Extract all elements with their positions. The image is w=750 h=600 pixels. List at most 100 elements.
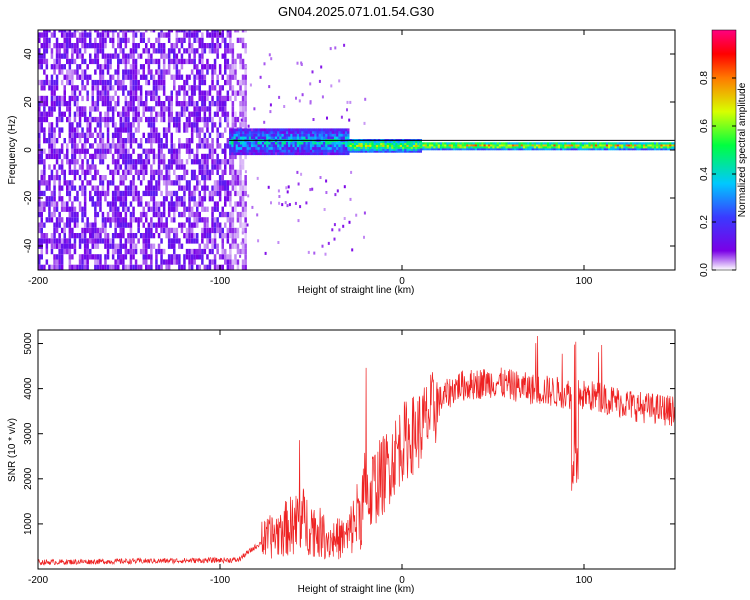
heatmap-cell (185, 79, 189, 86)
heatmap-cell (241, 58, 245, 65)
heatmap-cell (145, 201, 148, 207)
heatmap-cell (327, 241, 330, 245)
heatmap-cell (101, 217, 105, 223)
heatmap-cell (275, 152, 278, 156)
heatmap-cell (106, 64, 110, 70)
heatmap-cell (178, 69, 181, 75)
heatmap-cell (167, 58, 171, 65)
heatmap-cell (342, 149, 346, 153)
heatmap-cell (299, 144, 302, 148)
heatmap-cell (487, 148, 491, 151)
heatmap-cell (86, 169, 89, 175)
heatmap-cell (132, 180, 135, 186)
heatmap-cell (109, 148, 112, 154)
heatmap-cell (106, 95, 110, 102)
heatmap-cell (190, 43, 194, 49)
heatmap-cell (216, 43, 219, 49)
heatmap-cell (540, 144, 543, 147)
heatmap-cell (264, 136, 267, 140)
heatmap-cell (208, 90, 212, 96)
heatmap-cell (417, 146, 420, 149)
heatmap-cell (323, 141, 326, 145)
heatmap-cell (139, 53, 143, 59)
heatmap-cell (198, 196, 201, 202)
heatmap-cell (178, 37, 181, 43)
heatmap-cell (109, 95, 112, 102)
heatmap-cell (96, 148, 100, 154)
heatmap-cell (117, 211, 120, 218)
heatmap-cell (221, 243, 224, 249)
heatmap-cell (190, 211, 194, 218)
heatmap-cell (240, 144, 243, 148)
heatmap-cell (96, 196, 100, 202)
heatmap-cell (597, 148, 600, 151)
heatmap-cell (188, 233, 191, 239)
heatmap-cell (224, 153, 227, 160)
heatmap-cell (236, 190, 240, 197)
heatmap-cell (397, 144, 401, 147)
heatmap-cell (415, 142, 418, 145)
heatmap-cell (428, 148, 432, 151)
heatmap-cell (307, 128, 311, 132)
heatmap-cell (211, 122, 214, 128)
heatmap-cell (122, 148, 125, 154)
heatmap-cell (198, 30, 201, 33)
heatmap-cell (203, 185, 207, 191)
heatmap-cell (669, 144, 672, 147)
heatmap-cell (203, 233, 207, 239)
heatmap-cell (198, 143, 201, 149)
heatmap-cell (81, 185, 84, 191)
heatmap-cell (155, 254, 158, 260)
heatmap-cell (277, 133, 280, 137)
heatmap-cell (45, 79, 49, 86)
heatmap-cell (193, 53, 196, 59)
heatmap-cell (38, 259, 41, 265)
heatmap-cell (117, 259, 120, 265)
heatmap-cell (162, 48, 166, 54)
heatmap-cell (170, 138, 173, 144)
heatmap-cell (294, 152, 298, 156)
heatmap-cell (188, 122, 191, 128)
heatmap-cell (178, 101, 181, 107)
heatmap-cell (58, 164, 61, 170)
heatmap-cell (325, 152, 328, 156)
heatmap-cell (53, 58, 56, 65)
heatmap-cell (660, 144, 663, 147)
heatmap-cell (68, 196, 72, 202)
heatmap-cell (96, 143, 100, 149)
heatmap-cell (81, 32, 84, 38)
heatmap-cell (101, 74, 105, 80)
heatmap-cell (99, 69, 102, 75)
heatmap-cell (399, 142, 403, 145)
heatmap-cell (283, 152, 287, 156)
heatmap-cell (296, 133, 300, 137)
heatmap-cell (275, 149, 278, 153)
heatmap-cell (581, 148, 585, 151)
heatmap-cell (122, 111, 125, 117)
heatmap-cell (424, 146, 428, 149)
heatmap-cell (592, 142, 596, 145)
heatmap-cell (393, 140, 396, 144)
heatmap-cell (68, 185, 72, 191)
heatmap-cell (522, 142, 526, 145)
heatmap-cell (157, 148, 161, 154)
heatmap-cell (99, 190, 102, 197)
heatmap-cell (246, 136, 250, 140)
heatmap-cell (132, 122, 135, 128)
heatmap-cell (89, 32, 92, 38)
heatmap-cell (183, 185, 186, 191)
heatmap-cell (649, 148, 652, 151)
heatmap-cell (404, 144, 407, 147)
heatmap-cell (206, 185, 209, 191)
heatmap-cell (229, 248, 232, 255)
heatmap-cell (231, 85, 235, 91)
heatmap-cell (99, 43, 102, 49)
heatmap-cell (145, 238, 148, 244)
heatmap-cell (472, 148, 476, 151)
heatmap-cell (388, 140, 392, 144)
heatmap-cell (76, 148, 79, 154)
heatmap-cell (509, 148, 513, 151)
heatmap-cell (208, 64, 212, 70)
heatmap-cell (160, 106, 163, 112)
heatmap-cell (63, 233, 66, 239)
